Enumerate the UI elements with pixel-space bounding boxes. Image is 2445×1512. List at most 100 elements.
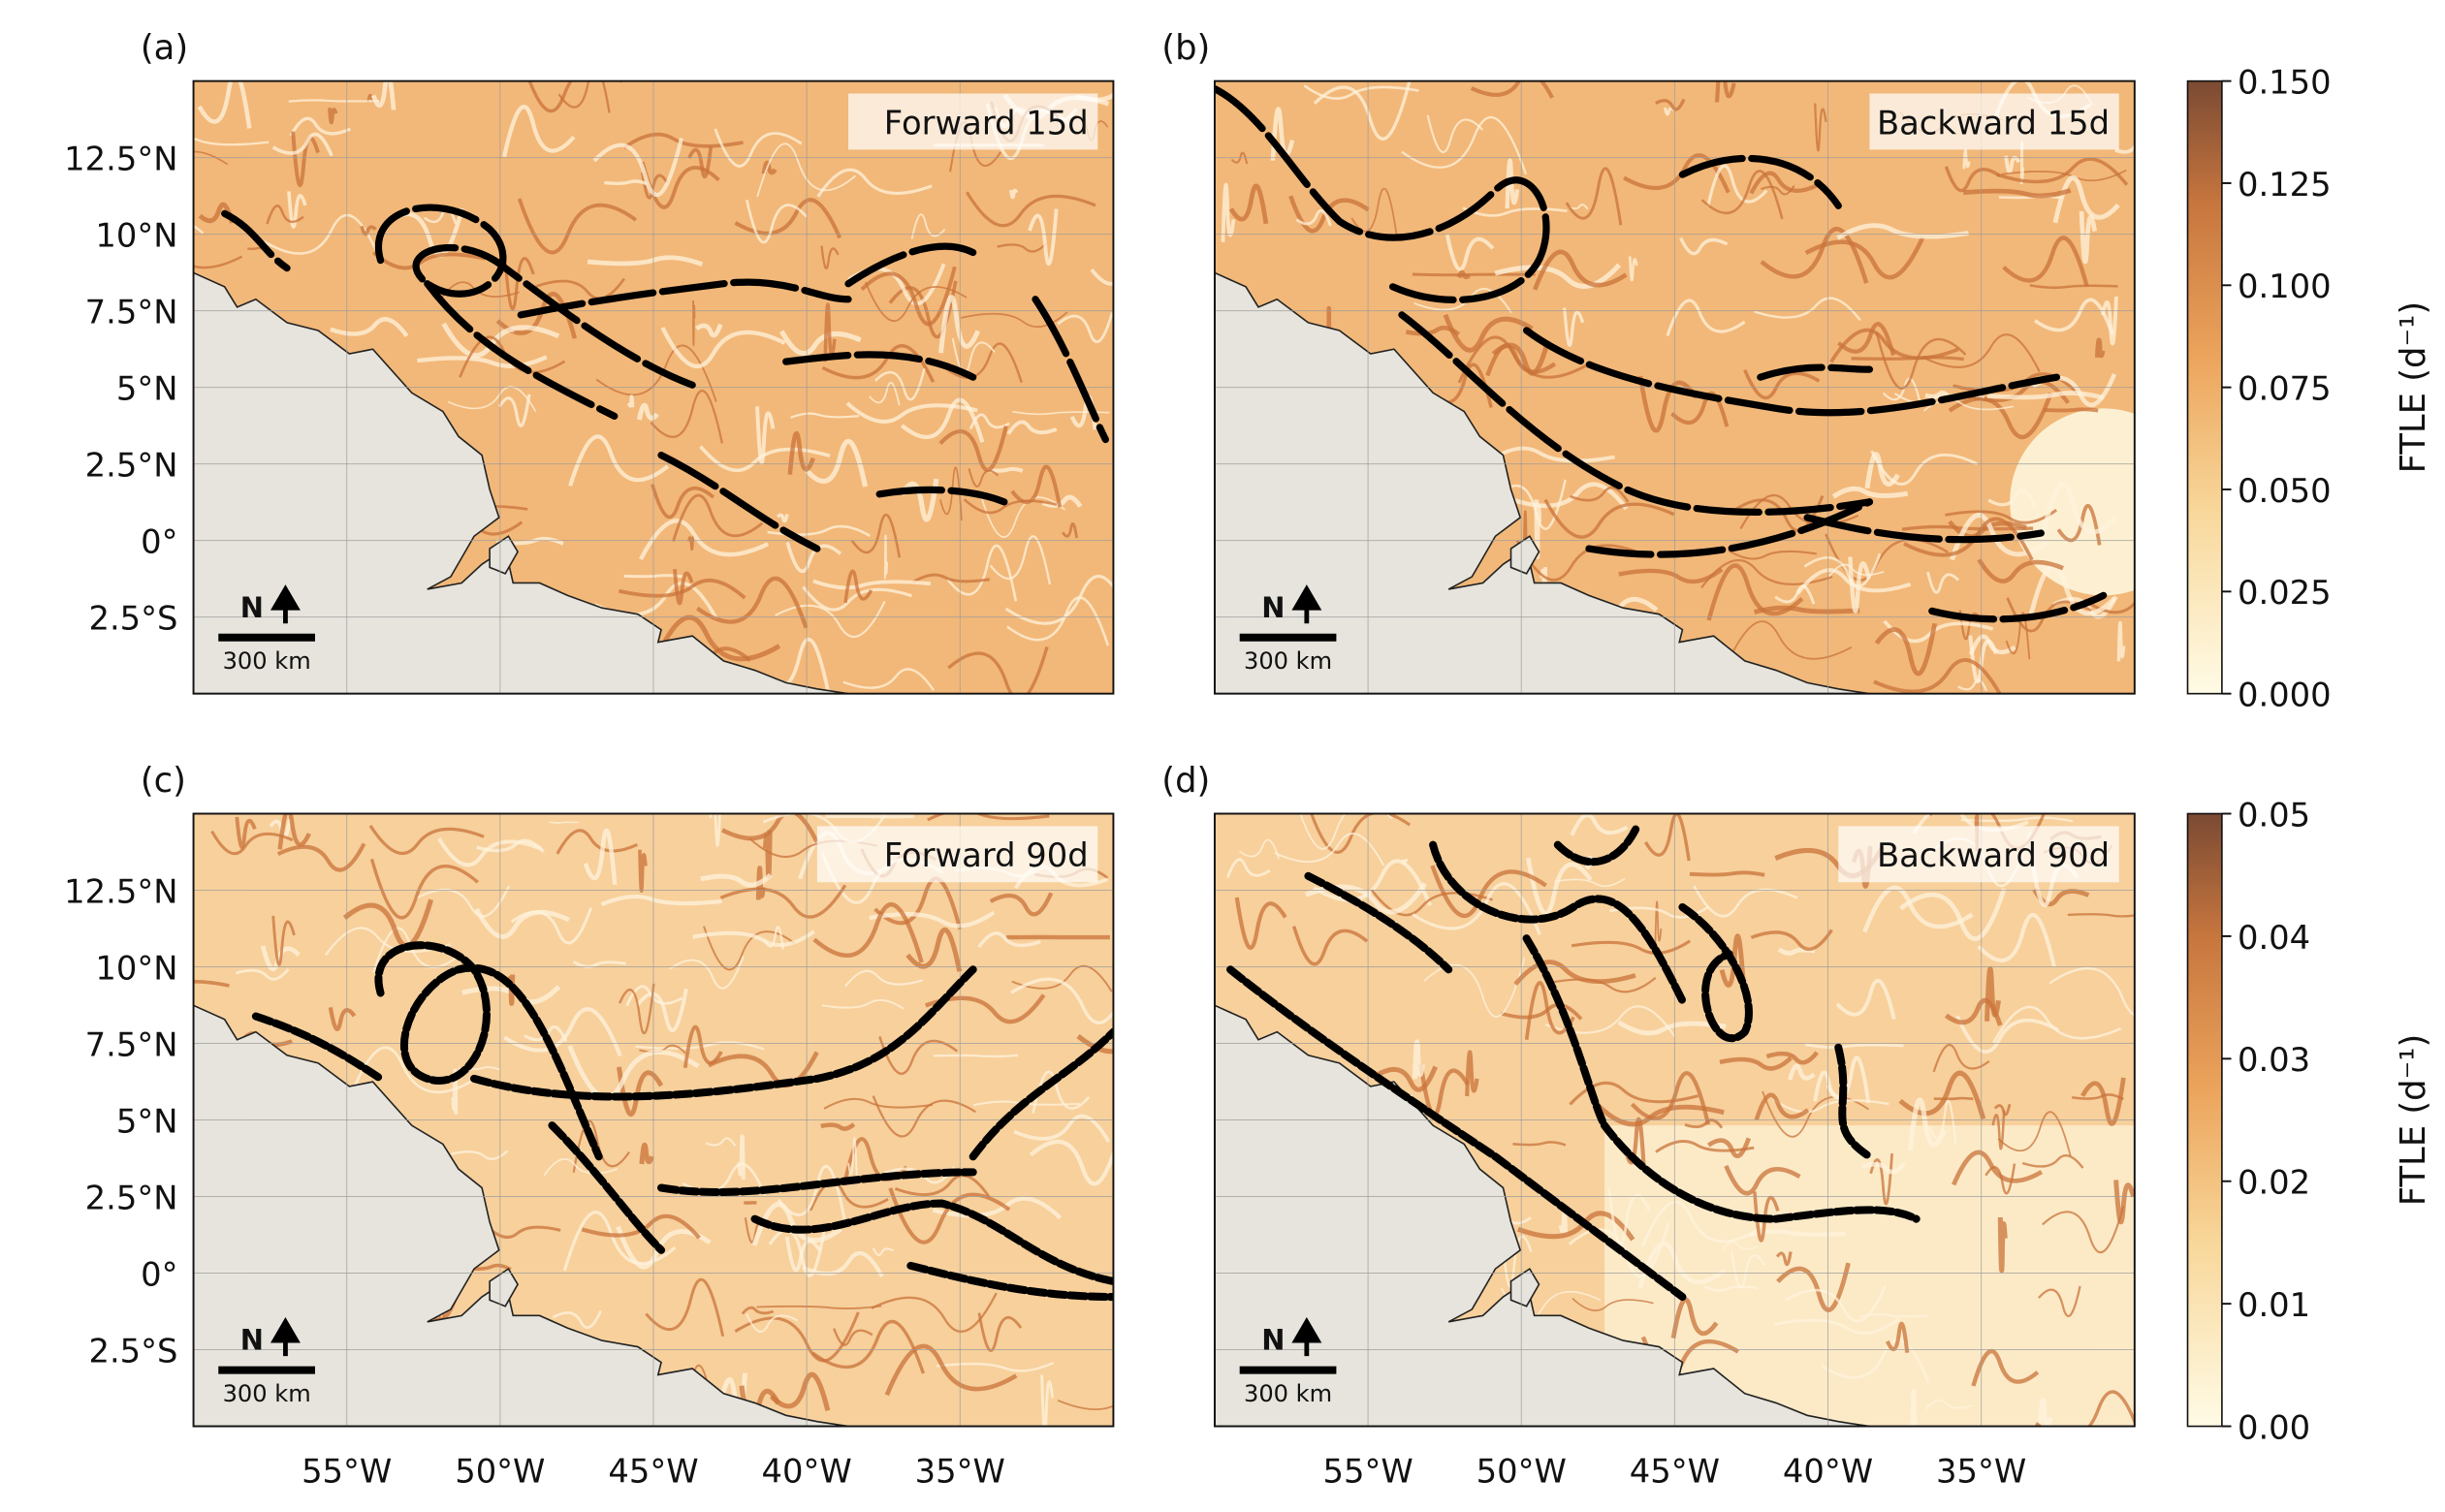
ftle-filament: [622, 132, 744, 149]
ftle-filament: [1831, 486, 1909, 499]
ftle-filament: [1932, 1043, 1990, 1073]
ftle-filament: [869, 381, 901, 406]
ftle-filament: [2048, 967, 2135, 1017]
ftle-filament: [1933, 1096, 1974, 1101]
ftle-filament: [524, 1024, 568, 1043]
ftle-filament: [1921, 333, 2041, 372]
ftle-filament: [447, 386, 537, 412]
ftle-filament: [833, 1328, 873, 1346]
lcs-ridge: [1226, 965, 1687, 1302]
colorbar-tick-label: 0.000: [2238, 677, 2332, 714]
ftle-filament: [821, 998, 905, 1010]
y-tick-label: 2.5°N: [85, 447, 178, 485]
ftle-filament: [1445, 234, 1495, 271]
ftle-filament: [2021, 1154, 2084, 1169]
ftle-filament: [639, 1142, 654, 1165]
ftle-filament: [638, 849, 648, 893]
x-tick-label: 45°W: [1630, 1452, 1720, 1490]
ftle-filament: [618, 578, 746, 600]
ftle-filament: [1924, 390, 1952, 399]
ftle-filament: [775, 600, 886, 638]
ftle-filament: [235, 816, 257, 849]
ftle-filament: [527, 80, 623, 113]
ftle-filament: [694, 323, 723, 338]
ftle-filament: [1958, 610, 1983, 641]
ftle-filament: [1728, 549, 1817, 560]
y-tick-label: 0°: [141, 523, 177, 561]
colorbar-tick-label: 0.05: [2238, 796, 2310, 834]
ftle-filament: [1640, 1200, 1761, 1247]
ftle-filament: [1418, 1063, 1470, 1118]
ftle-filament: [700, 872, 773, 888]
ftle-filament: [1374, 1065, 1438, 1092]
ftle-filament: [1225, 858, 1271, 879]
ftle-filament: [1011, 964, 1113, 992]
lcs-ridge: [374, 941, 603, 1161]
ftle-filament: [737, 1134, 746, 1180]
ftle-filament: [1874, 622, 1937, 677]
ftle-filament: [2080, 1077, 2126, 1126]
ftle-filament: [1700, 170, 1784, 220]
x-tick-label: 50°W: [455, 1452, 545, 1490]
ftle-filament: [1760, 227, 1869, 284]
ftle-filament: [869, 910, 996, 929]
ftle-filament: [639, 519, 770, 560]
colorbar-label: FTLE (d⁻¹): [2394, 301, 2433, 474]
ftle-filament: [1040, 1374, 1055, 1427]
lcs-ridge: [1678, 902, 1753, 1043]
ftle-filament: [968, 468, 1000, 488]
ftle-filament: [1643, 813, 1691, 862]
ftle-filament: [673, 569, 694, 606]
ftle-filament: [864, 281, 968, 322]
ftle-filament: [1010, 977, 1114, 1024]
north-arrow: [1291, 1317, 1322, 1357]
ftle-filament: [235, 967, 290, 981]
colorbar-tick-label: 0.03: [2238, 1041, 2310, 1079]
ftle-filament: [1993, 1103, 2012, 1117]
ftle-filament: [776, 513, 789, 523]
scale-label: 300 km: [1244, 647, 1332, 675]
lcs-ridge: [657, 1168, 977, 1196]
ftle-filament: [417, 355, 548, 368]
ftle-filament: [2027, 563, 2116, 621]
north-arrow: [270, 584, 301, 624]
scale-label: 300 km: [223, 1380, 311, 1407]
ftle-filament: [825, 813, 915, 819]
ftle-filament: [905, 927, 963, 972]
ftle-filament: [2082, 598, 2135, 614]
ftle-filament: [1443, 313, 1534, 353]
ftle-filament: [1628, 256, 1638, 282]
ftle-filament: [946, 544, 1018, 602]
ftle-filament: [823, 1097, 933, 1110]
ftle-filament: [842, 668, 936, 691]
ftle-filament: [910, 213, 946, 239]
y-tick-label: 5°N: [116, 1102, 178, 1140]
ftle-filament: [650, 389, 724, 444]
ftle-filament: [193, 137, 270, 146]
ftle-filament: [535, 277, 625, 300]
ftle-filament: [1724, 1164, 1801, 1196]
colorbar-tick-label: 0.050: [2238, 472, 2332, 510]
land: [1214, 1004, 1870, 1427]
ftle-filament: [1570, 486, 1630, 503]
ftle-filament: [997, 242, 1047, 253]
lcs-ridge: [1585, 498, 1874, 558]
ftle-filament: [1875, 331, 1967, 390]
ftle-filament: [503, 1007, 622, 1057]
x-tick-label: 55°W: [302, 1452, 392, 1490]
ftle-filament: [1885, 1321, 1910, 1353]
map-field: [193, 813, 1114, 1427]
ftle-filament: [1679, 236, 1729, 256]
ftle-filament: [1869, 1153, 1893, 1206]
ftle-filament: [751, 1202, 842, 1246]
ftle-filament: [1485, 343, 1557, 377]
panel-frame: [1213, 812, 2136, 1428]
ftle-filament: [1771, 1097, 1889, 1114]
y-tick-label: 2.5°S: [88, 600, 177, 638]
ftle-filament: [1513, 960, 1636, 986]
ftle-filament: [1898, 1070, 1986, 1120]
ftle-filament: [2042, 1206, 2125, 1254]
ftle-filament: [1028, 208, 1059, 267]
annotation-box: [848, 93, 1098, 150]
ftle-filament: [1948, 392, 2053, 440]
